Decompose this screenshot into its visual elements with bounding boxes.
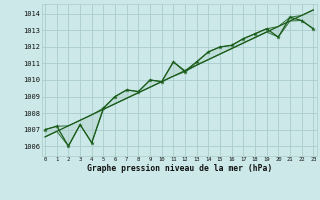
X-axis label: Graphe pression niveau de la mer (hPa): Graphe pression niveau de la mer (hPa) — [87, 164, 272, 173]
